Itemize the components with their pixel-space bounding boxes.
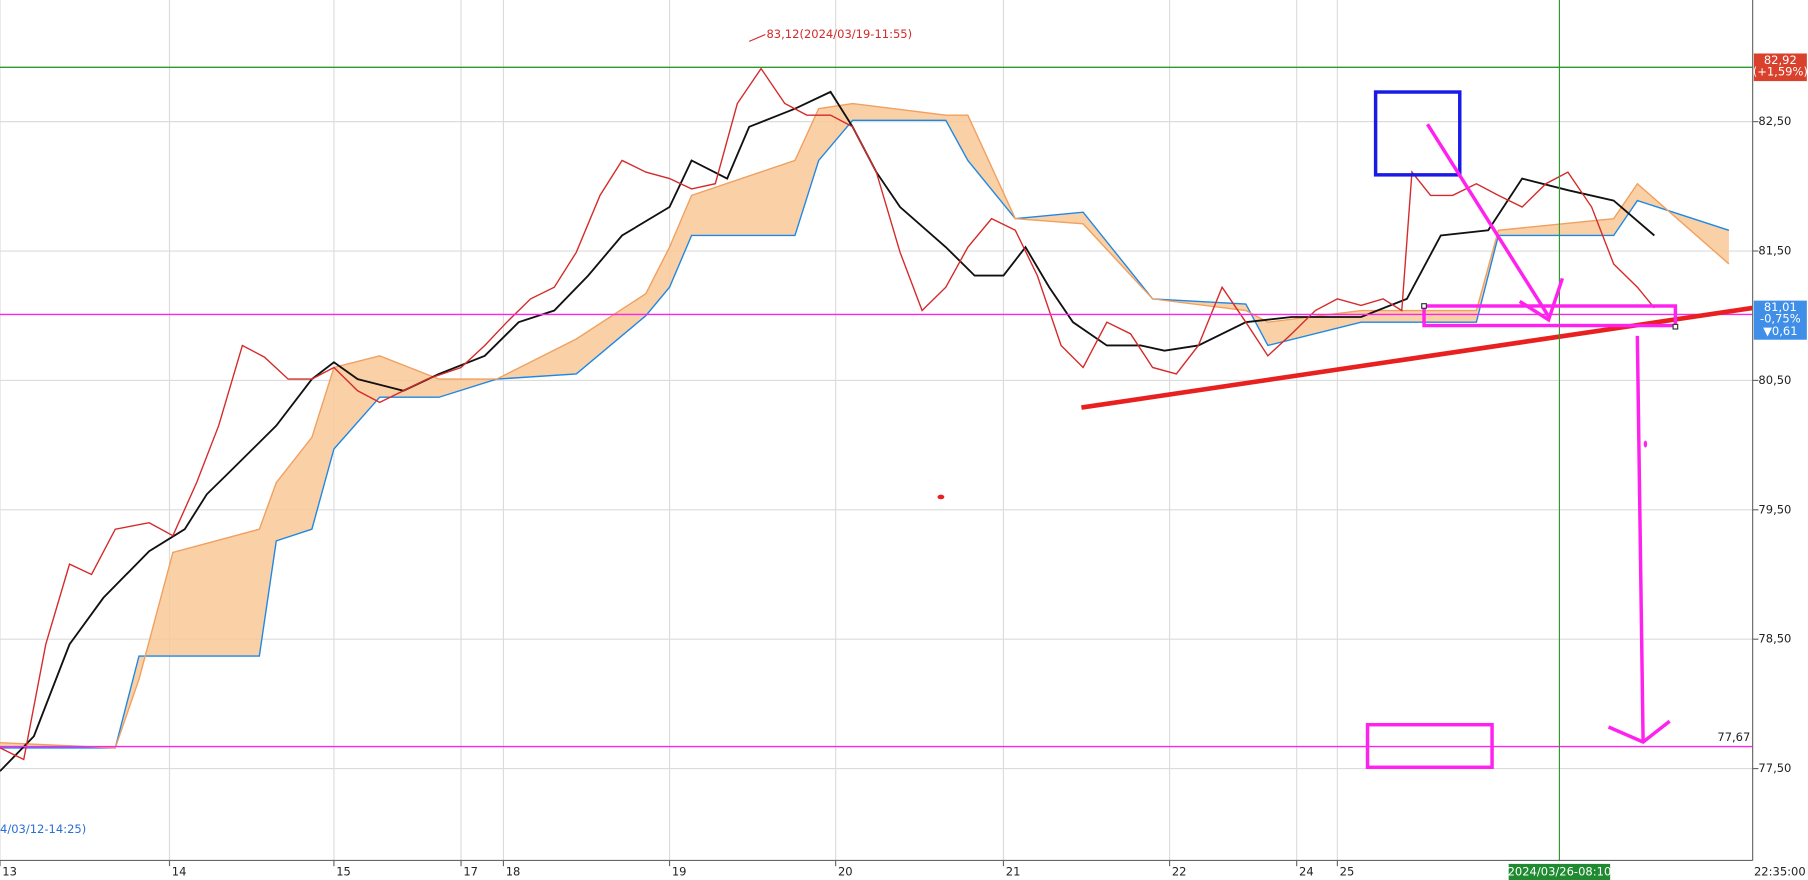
price-change: -0,75% [1760, 312, 1801, 326]
drawn-arrow [1426, 123, 1551, 318]
drawn-box [1365, 722, 1494, 769]
x-tick-label: 24 [1299, 864, 1314, 878]
y-tick-label: 81,50 [1758, 244, 1791, 258]
drawn-arrow-head [1607, 719, 1671, 744]
drawn-arrow-head [1518, 277, 1565, 323]
handle [1421, 303, 1427, 309]
x-tick-label: 21 [1006, 864, 1021, 878]
last-time: 22:35:00 [1754, 864, 1806, 878]
x-tick-label: 17 [463, 864, 478, 878]
user-drawings [937, 90, 1679, 769]
handle [1672, 323, 1679, 330]
y-tick-label: 79,50 [1758, 502, 1791, 516]
series-line [0, 67, 1655, 761]
level-label: 77,67 [1717, 730, 1750, 744]
start-label: 4/03/12-14:25) [0, 822, 86, 836]
series-line [0, 90, 1655, 772]
cursor-label: 2024/03/26-08:10 [1508, 864, 1612, 878]
x-tick-label: 15 [336, 864, 351, 878]
cloud-fill [0, 103, 1729, 748]
peak-label: 83,12(2024/03/19-11:55) [766, 27, 912, 41]
drawn-dot [1643, 440, 1648, 448]
series-line [0, 102, 1730, 749]
series-line [0, 119, 1730, 749]
peak-marker [748, 33, 766, 42]
price-box [1753, 300, 1807, 340]
x-tick-label: 20 [838, 864, 853, 878]
drawn-box [1373, 90, 1462, 177]
x-tick-label: 18 [506, 864, 521, 878]
x-tick-label: 19 [672, 864, 687, 878]
drawn-dot [937, 494, 945, 500]
y-tick-label: 77,50 [1758, 761, 1791, 775]
price-change: (+1,59%) [1753, 64, 1808, 78]
price-box [1753, 53, 1807, 82]
y-tick-label: 78,50 [1758, 632, 1791, 646]
cursor-box [1508, 863, 1611, 880]
drawn-box [1422, 304, 1678, 328]
drawn-arrow [1635, 335, 1645, 742]
price-diff: ▼0,61 [1763, 324, 1797, 338]
x-tick-label: 13 [2, 864, 17, 878]
x-tick-label: 25 [1340, 864, 1355, 878]
price-label: 82,92 [1764, 53, 1797, 67]
plot: 77,67 83,12(2024/03/19-11:55) 4/03/12-14:2… [0, 0, 1753, 861]
x-tick-label: 22 [1172, 864, 1187, 878]
y-tick-label: 80,50 [1758, 373, 1791, 387]
y-tick-label: 82,50 [1758, 114, 1791, 128]
price-label: 81,01 [1764, 300, 1797, 314]
x-tick-label: 14 [172, 864, 187, 878]
